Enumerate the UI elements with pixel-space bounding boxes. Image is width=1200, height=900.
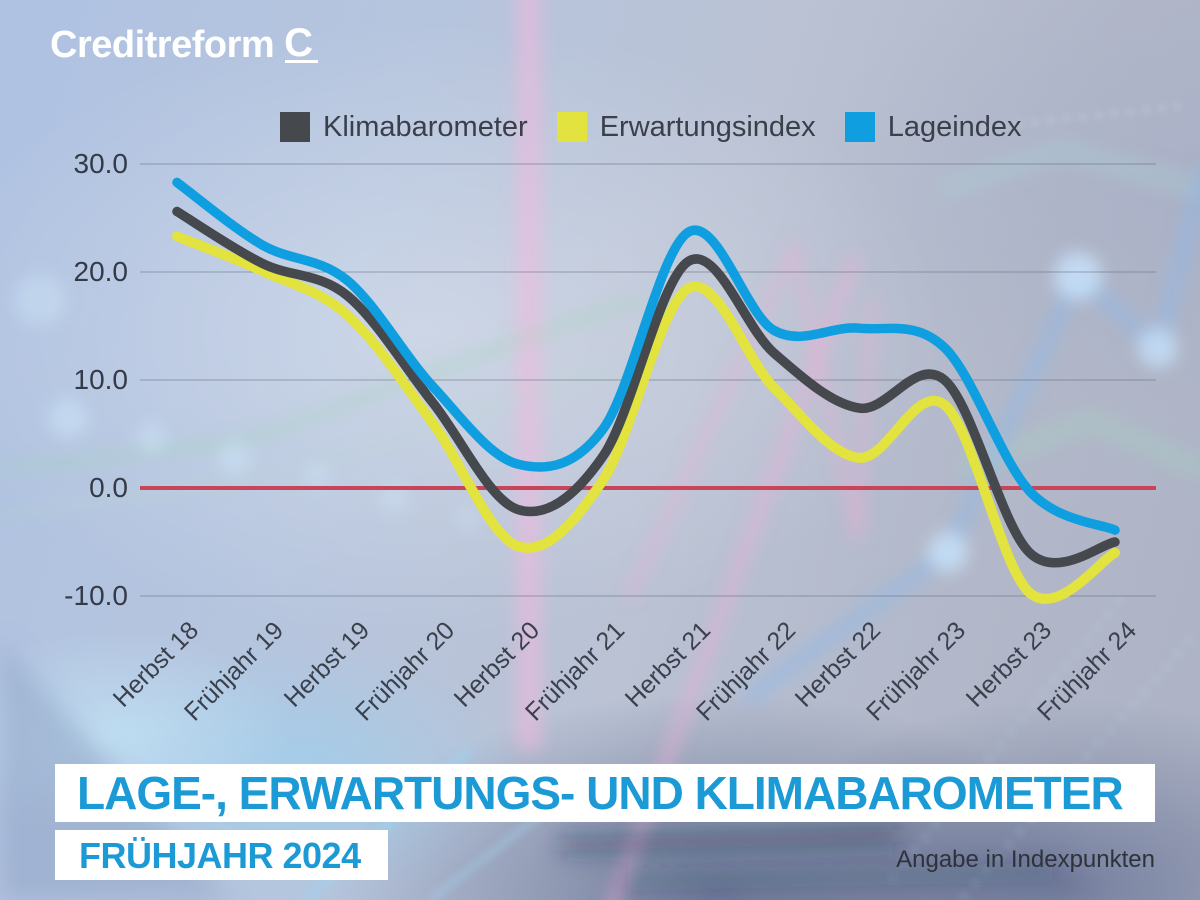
glow-line-chart bbox=[740, 166, 1200, 706]
legend-swatch-lageindex bbox=[844, 112, 875, 142]
subtitle-band: FRÜHJAHR 2024 bbox=[55, 830, 388, 880]
unit-note: Angabe in Indexpunkten bbox=[896, 846, 1155, 873]
chart-subtitle: FRÜHJAHR 2024 bbox=[79, 835, 361, 876]
y-tick-20: 20.0 bbox=[73, 256, 129, 287]
green-lines bbox=[0, 136, 1200, 518]
series-line-erwartungsindex bbox=[172, 231, 1120, 604]
legend-swatch-erwartungsindex bbox=[556, 112, 587, 142]
y-tick-0: 0.0 bbox=[89, 472, 128, 503]
bokeh-dots bbox=[14, 274, 479, 529]
creditreform-logo: Creditreform C bbox=[50, 23, 318, 67]
legend-label-klimabarometer: Klimabarometer bbox=[323, 111, 528, 143]
logo-c-icon: C bbox=[284, 23, 318, 63]
legend-swatch-klimabarometer bbox=[280, 112, 310, 142]
y-tick-10: 10.0 bbox=[73, 364, 129, 395]
chart-title: LAGE-, ERWARTUNGS- UND KLIMABAROMETER bbox=[77, 767, 1124, 819]
y-tick-30: 30.0 bbox=[73, 148, 129, 179]
line-chart-plot bbox=[140, 163, 1156, 604]
legend-label-erwartungsindex: Erwartungsindex bbox=[599, 111, 816, 143]
logo-wordmark: Creditreform bbox=[50, 24, 275, 66]
chart-legend: Klimabarometer Erwartungsindex Lageindex bbox=[280, 112, 1051, 142]
legend-label-lageindex: Lageindex bbox=[887, 111, 1022, 143]
title-band: LAGE-, ERWARTUNGS- UND KLIMABAROMETER bbox=[55, 764, 1155, 822]
series-line-lageindex bbox=[172, 177, 1120, 535]
series-line-klimabarometer bbox=[172, 206, 1120, 568]
y-tick-m10: -10.0 bbox=[64, 580, 128, 611]
